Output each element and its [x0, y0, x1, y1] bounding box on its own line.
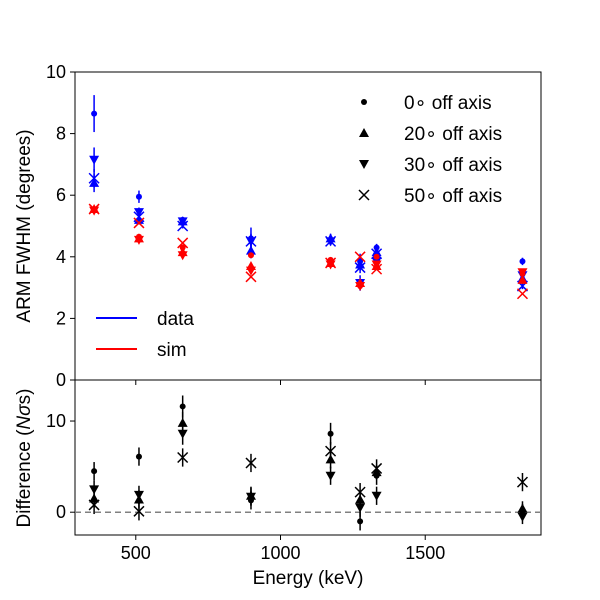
bottom-x-point	[516, 476, 529, 488]
bottom-triangle-down-point	[325, 471, 336, 481]
top-sim-triangle-down-point	[133, 235, 144, 245]
top-sim-x-point	[354, 251, 366, 263]
top-sim-x-point	[133, 217, 145, 229]
top-y-tick-label: 10	[46, 62, 66, 82]
top-y-tick-label: 2	[56, 308, 66, 328]
x-tick-label: 1000	[260, 543, 300, 563]
top-sim-dot-point	[373, 253, 380, 260]
top-data-dot-point	[135, 193, 142, 200]
marker-legend: 0∘ off axis 20∘ off axis 30∘ off axis 50∘ o…	[358, 93, 502, 207]
bottom-triangle-up-point	[177, 417, 188, 427]
bottom-dot-point	[135, 453, 142, 460]
top-sim-triangle-down-point	[177, 251, 188, 261]
top-data-x-point	[88, 172, 100, 184]
bottom-dot-point	[327, 430, 334, 437]
top-data-x-point	[354, 262, 366, 274]
bottom-x-point	[177, 451, 189, 464]
bottom-triangle-down-point	[517, 512, 528, 522]
legend-dot-label: 0∘ off axis	[404, 93, 492, 114]
bottom-triangle-down-point	[177, 429, 188, 439]
top-sim-triangle-down-point	[355, 282, 366, 292]
legend-triangle-down-marker	[359, 160, 369, 169]
top-sim-x-point	[245, 271, 257, 283]
top-sim-triangle-down-point	[245, 266, 256, 276]
top-data-x-point	[371, 248, 383, 260]
top-panel-marks	[88, 95, 529, 300]
bottom-x-point	[325, 445, 337, 457]
top-data-x-point	[177, 220, 189, 232]
top-sim-triangle-down-point	[371, 260, 382, 270]
top-sim-x-point	[371, 263, 383, 275]
top-sim-x-point	[177, 237, 189, 249]
bottom-y-axis-label: Difference (Nσs)	[14, 389, 35, 528]
legend-x-label: 50∘ off axis	[404, 186, 502, 207]
top-y-tick-label: 6	[56, 185, 66, 205]
top-sim-x-point	[325, 257, 337, 269]
bottom-x-point	[245, 457, 257, 469]
top-y-axis-label: ARM FWHM (degrees)	[14, 129, 35, 322]
top-y-ticks: 0 2 4 6 8 10	[46, 62, 75, 390]
x-ticks: 500 1000 1500	[121, 380, 445, 563]
top-sim-triangle-up-point	[517, 274, 528, 284]
bottom-dot-point	[91, 468, 98, 475]
top-sim-triangle-down-point	[89, 206, 100, 216]
legend-triangle-up-marker	[359, 128, 369, 137]
top-data-dot-point	[519, 258, 526, 265]
top-sim-dot-point	[247, 252, 254, 259]
top-data-triangle-up-point	[245, 245, 256, 255]
legend-dot-marker	[361, 99, 367, 105]
top-sim-x-point	[516, 288, 529, 300]
legend-triangle-down-label: 30∘ off axis	[404, 155, 502, 176]
bottom-triangle-down-point	[89, 485, 100, 495]
x-tick-label: 500	[121, 543, 151, 563]
line-legend: data sim	[96, 309, 194, 361]
bottom-triangle-up-point	[517, 503, 528, 513]
top-data-triangle-down-point	[177, 217, 188, 227]
bottom-x-point	[371, 462, 383, 474]
bottom-y-ticks: 0 10	[46, 411, 75, 522]
bottom-dot-point	[179, 403, 186, 410]
bottom-y-tick-label: 10	[46, 411, 66, 431]
top-data-x-point	[325, 235, 337, 247]
bottom-dot-point	[357, 518, 364, 525]
top-sim-x-point	[88, 203, 100, 215]
bottom-x-point	[88, 499, 100, 511]
bottom-triangle-down-point	[371, 491, 382, 501]
top-panel-frame	[74, 71, 542, 381]
bottom-panel-marks	[88, 395, 529, 531]
top-data-x-point	[245, 235, 257, 247]
top-y-tick-label: 8	[56, 124, 66, 144]
bottom-triangle-down-point	[355, 503, 366, 513]
legend-triangle-up-label: 20∘ off axis	[404, 124, 502, 145]
top-data-dot-point	[91, 110, 98, 117]
bottom-triangle-down-point	[245, 492, 256, 502]
legend-x-marker	[358, 189, 370, 201]
bottom-x-point	[133, 505, 145, 517]
x-tick-label: 1500	[405, 543, 445, 563]
legend-data-label: data	[157, 309, 194, 330]
top-sim-triangle-down-point	[517, 268, 528, 278]
bottom-y-tick-label: 0	[56, 502, 66, 522]
top-y-tick-label: 0	[56, 370, 66, 390]
x-axis-label: Energy (keV)	[253, 568, 364, 589]
top-data-triangle-down-point	[89, 155, 100, 165]
legend-sim-label: sim	[157, 340, 187, 361]
bottom-x-point	[354, 486, 366, 498]
bottom-triangle-down-point	[133, 490, 144, 500]
bottom-panel-frame	[74, 379, 542, 536]
top-y-tick-label: 4	[56, 247, 66, 267]
top-sim-triangle-down-point	[325, 260, 336, 270]
